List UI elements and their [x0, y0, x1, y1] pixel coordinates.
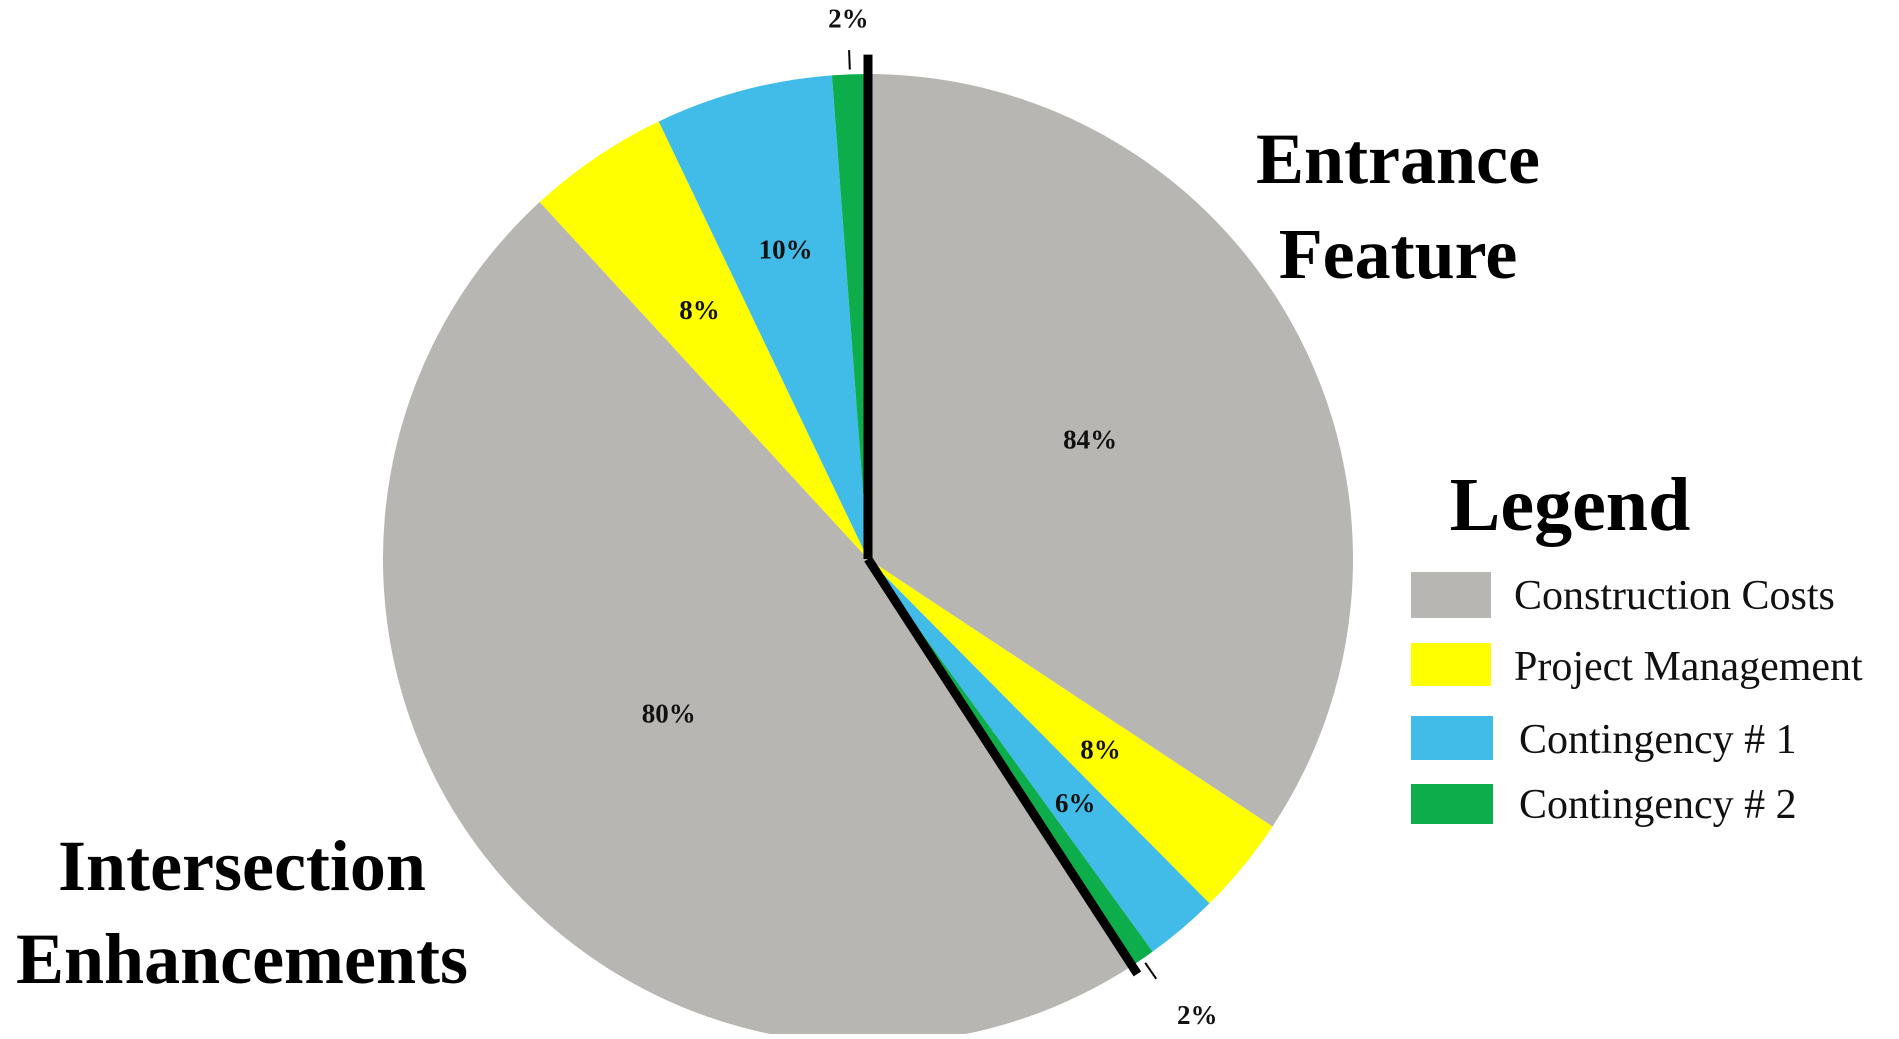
group-title-intersection-enhancements-line2: Enhancements — [16, 919, 468, 999]
slice-intersection-enhancements-project-management — [539, 121, 868, 559]
legend-label-contingency-2: Contingency # 2 — [1519, 782, 1797, 828]
group-title-entrance-feature-line2: Feature — [1279, 214, 1518, 294]
slice-label-entrance-feature-contingency-1: 6% — [1055, 788, 1096, 818]
slice-label-intersection-enhancements-contingency-2: 2% — [828, 4, 869, 34]
slice-intersection-enhancements-contingency-1 — [658, 75, 868, 559]
legend-swatch-contingency-2 — [1411, 784, 1493, 824]
group-divider-bottom — [864, 556, 1142, 977]
group-divider-layer — [863, 54, 1142, 977]
slice-label-entrance-feature-contingency-2: 2% — [1177, 1000, 1218, 1030]
slice-labels-layer: 84% 8% 6% 2% 80% 8% 10% 2% — [642, 4, 1218, 1030]
group-title-entrance-feature-line1: Entrance — [1256, 119, 1540, 199]
slice-label-intersection-enhancements-construction-costs: 80% — [642, 699, 696, 729]
slice-entrance-feature-construction-costs — [868, 74, 1354, 827]
slice-intersection-enhancements-construction-costs — [382, 201, 1133, 1039]
slices-layer — [382, 74, 1354, 1039]
slice-entrance-feature-contingency-1 — [868, 559, 1210, 952]
leader-line-entrance-feature-contingency-2 — [1144, 962, 1158, 980]
slice-label-intersection-enhancements-project-management: 8% — [679, 295, 720, 325]
group-title-intersection-enhancements-line1: Intersection — [58, 826, 426, 906]
legend-swatch-contingency-1 — [1411, 716, 1493, 760]
slice-intersection-enhancements-contingency-2 — [831, 74, 868, 559]
legend-label-construction-costs: Construction Costs — [1514, 573, 1835, 619]
legend-label-project-management: Project Management — [1514, 644, 1863, 690]
slice-label-entrance-feature-construction-costs: 84% — [1063, 425, 1117, 455]
legend-label-contingency-1: Contingency # 1 — [1519, 717, 1797, 763]
leader-line-intersection-enhancements-contingency-2 — [848, 50, 851, 70]
legend-title: Legend — [1450, 463, 1691, 547]
legend: Legend Construction Costs Project Manage… — [1411, 463, 1863, 828]
slice-label-entrance-feature-project-management: 8% — [1080, 735, 1121, 765]
legend-swatch-project-management — [1411, 643, 1491, 686]
slice-entrance-feature-project-management — [868, 559, 1273, 904]
slice-label-intersection-enhancements-contingency-1: 10% — [759, 235, 813, 265]
legend-swatch-construction-costs — [1411, 572, 1491, 618]
